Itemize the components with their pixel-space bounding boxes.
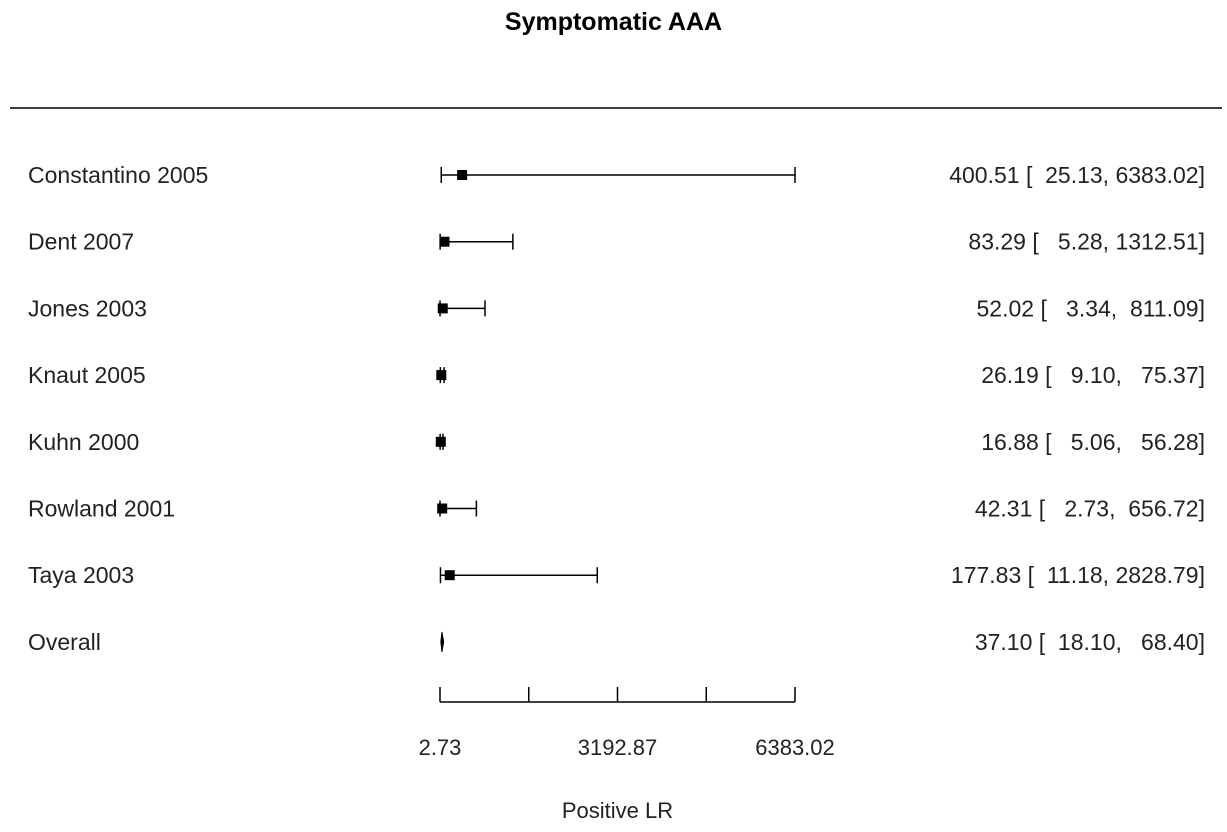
- study-row: Constantino 2005 400.51 [ 25.13, 6383.02]: [28, 162, 1205, 188]
- study-label: Taya 2003: [28, 562, 134, 588]
- point-estimate: [435, 436, 446, 447]
- point-estimate: [444, 570, 455, 581]
- ci-text: 26.19 [ 9.10, 75.37]: [981, 362, 1205, 388]
- study-label: Jones 2003: [28, 295, 147, 321]
- ci-text: 400.51 [ 25.13, 6383.02]: [949, 162, 1205, 188]
- point-estimate: [437, 303, 448, 314]
- ci-text: 16.88 [ 5.06, 56.28]: [981, 429, 1205, 455]
- overall-row: Overall 37.10 [ 18.10, 68.40]: [28, 629, 1205, 655]
- ci-text: 177.83 [ 11.18, 2828.79]: [951, 562, 1205, 588]
- ci-text: 42.31 [ 2.73, 656.72]: [975, 496, 1205, 522]
- study-row: Taya 2003 177.83 [ 11.18, 2828.79]: [28, 562, 1205, 588]
- point-estimate: [439, 236, 450, 247]
- study-row: Knaut 2005 26.19 [ 9.10, 75.37]: [28, 362, 1205, 388]
- study-label: Rowland 2001: [28, 496, 175, 522]
- study-label: Dent 2007: [28, 229, 134, 255]
- x-tick-label: 6383.02: [755, 735, 835, 760]
- ci-text: 83.29 [ 5.28, 1312.51]: [968, 229, 1205, 255]
- x-tick-label: 3192.87: [578, 735, 658, 760]
- overall-label: Overall: [28, 629, 101, 655]
- ci-text: 52.02 [ 3.34, 811.09]: [977, 295, 1205, 321]
- study-row: Dent 2007 83.29 [ 5.28, 1312.51]: [28, 229, 1205, 255]
- study-label: Constantino 2005: [28, 162, 208, 188]
- study-row: Kuhn 2000 16.88 [ 5.06, 56.28]: [28, 429, 1205, 455]
- study-row: Jones 2003 52.02 [ 3.34, 811.09]: [28, 295, 1205, 321]
- x-axis: 2.73 3192.87 6383.02 Positive LR: [419, 687, 835, 823]
- point-estimate: [457, 170, 468, 180]
- study-label: Knaut 2005: [28, 362, 146, 388]
- x-axis-title: Positive LR: [562, 798, 673, 823]
- overall-ci-text: 37.10 [ 18.10, 68.40]: [975, 629, 1205, 655]
- chart-title: Symptomatic AAA: [504, 8, 723, 36]
- overall-diamond: [440, 631, 445, 652]
- x-tick-label: 2.73: [419, 735, 462, 760]
- point-estimate: [437, 503, 448, 514]
- study-row: Rowland 2001 42.31 [ 2.73, 656.72]: [28, 496, 1205, 522]
- study-label: Kuhn 2000: [28, 429, 139, 455]
- study-rows: Constantino 2005 400.51 [ 25.13, 6383.02]…: [28, 162, 1205, 655]
- point-estimate: [436, 370, 447, 381]
